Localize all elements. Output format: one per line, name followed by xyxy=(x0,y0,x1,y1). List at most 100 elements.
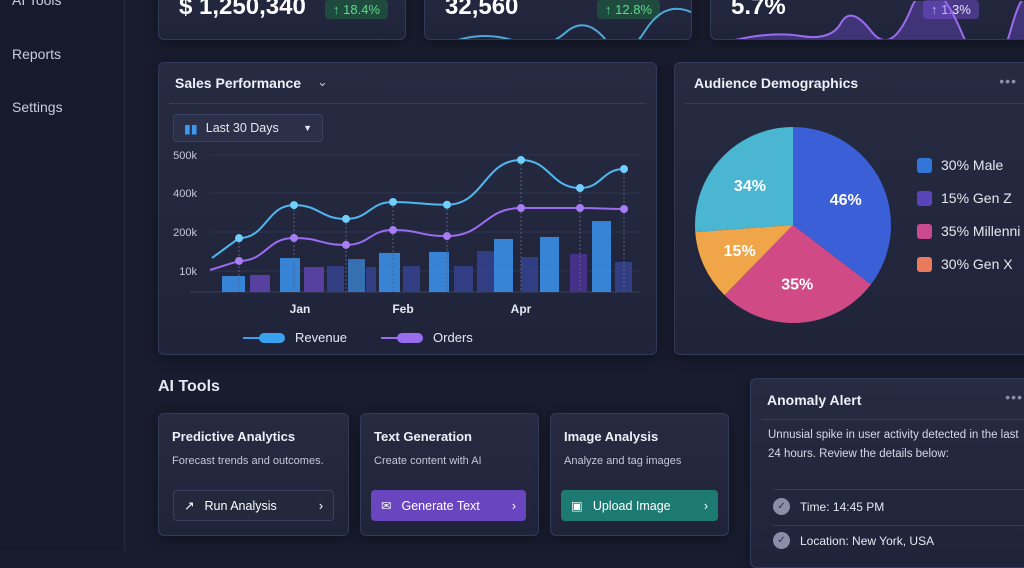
sparkline xyxy=(735,1,1024,39)
sales-chart: 500k 400k 200k 10k Jan Feb Apr xyxy=(173,150,640,316)
more-options-icon[interactable]: ••• xyxy=(1005,389,1023,405)
card-title: Audience Demographics xyxy=(694,75,859,91)
legend-item: 35% Millenni xyxy=(917,223,1020,239)
slice-label: 34% xyxy=(734,178,766,195)
data-point xyxy=(389,226,397,235)
run-analysis-button[interactable]: ↗ Run Analysis › xyxy=(173,490,334,521)
data-point xyxy=(517,204,525,213)
card-title: Sales Performance xyxy=(175,75,302,91)
caret-down-icon: ▼ xyxy=(303,123,312,133)
tool-card-predictive: Predictive Analytics Forecast trends and… xyxy=(158,413,349,536)
legend-item: 30% Gen X xyxy=(917,256,1013,272)
series-line-orders xyxy=(209,207,625,271)
trend-icon: ↗ xyxy=(184,499,195,513)
chart-legend: Revenue Orders xyxy=(243,330,473,345)
chevron-down-icon[interactable]: ⌄ xyxy=(317,74,328,89)
audience-demographics-card: Audience Demographics ••• 46% 35% 15% 34% 3… xyxy=(674,62,1024,355)
slice-label: 46% xyxy=(830,192,862,209)
data-point xyxy=(290,233,298,242)
tool-card-image: Image Analysis Analyze and tag images ▣ U… xyxy=(550,413,729,536)
bar xyxy=(348,259,365,292)
sidebar-item-reports[interactable]: Reports xyxy=(0,46,61,62)
check-icon: ✓ xyxy=(773,498,790,515)
sidebar-item-ai-tools[interactable]: AI Tools xyxy=(0,0,62,8)
x-tick-label: Jan xyxy=(290,302,311,316)
chevron-right-icon: › xyxy=(318,498,323,513)
chevron-right-icon: › xyxy=(703,498,708,513)
data-point xyxy=(620,204,628,213)
slice-label: 35% xyxy=(781,277,813,294)
data-point xyxy=(576,204,584,213)
arrow-up-icon: ↑ xyxy=(605,2,612,17)
bar xyxy=(222,276,245,292)
sparkline xyxy=(458,7,691,39)
kpi-card-revenue: $ 1,250,340 ↑ 18.4% xyxy=(158,0,406,40)
y-tick-label: 200k xyxy=(173,227,197,239)
x-tick-label: Apr xyxy=(511,302,532,316)
bar xyxy=(429,251,449,292)
data-point xyxy=(389,197,397,206)
data-point xyxy=(620,165,628,174)
pie-slice xyxy=(695,127,793,233)
mail-icon: ✉ xyxy=(381,499,392,513)
section-heading: AI Tools xyxy=(158,378,220,395)
bar xyxy=(304,267,324,292)
x-tick-label: Feb xyxy=(392,302,413,316)
check-icon: ✓ xyxy=(773,532,790,549)
detail-time: ✓ Time: 14:45 PM xyxy=(773,498,884,515)
bar xyxy=(280,258,300,292)
data-point xyxy=(443,232,451,241)
bar xyxy=(615,261,632,292)
bar xyxy=(366,267,376,292)
legend-orders-swatch xyxy=(381,332,424,343)
pie-slice xyxy=(793,127,891,285)
sidebar: AI Tools Reports Settings xyxy=(0,0,125,550)
pie-slice xyxy=(724,225,871,323)
arrow-up-icon: ↑ xyxy=(931,2,938,17)
monitor-icon: ▣ xyxy=(571,499,583,513)
y-tick-label: 10k xyxy=(179,266,197,278)
change-badge: ↑ 18.4% xyxy=(325,0,388,19)
data-point xyxy=(235,234,243,243)
data-point xyxy=(443,200,451,209)
data-point xyxy=(290,201,298,210)
detail-location: ✓ Location: New York, USA xyxy=(773,532,934,549)
y-tick-label: 400k xyxy=(173,188,197,200)
upload-image-button[interactable]: ▣ Upload Image › xyxy=(561,490,718,521)
bar xyxy=(570,253,587,292)
pie-slice xyxy=(695,225,793,296)
anomaly-alert-card: Anomaly Alert ••• Unnusial spike in user… xyxy=(750,378,1024,568)
more-options-icon[interactable]: ••• xyxy=(999,73,1017,89)
change-badge: ↑ 12.8% xyxy=(597,0,660,19)
kpi-card-rate: 5.7% ↑ 1.3% xyxy=(710,0,1024,40)
data-point xyxy=(342,240,350,249)
bar xyxy=(540,236,559,292)
bar xyxy=(454,266,473,292)
tool-card-text: Text Generation Create content with AI ✉… xyxy=(360,413,539,536)
bar-chart-icon: ▮▮ xyxy=(184,121,198,136)
bar xyxy=(494,238,513,292)
arrow-up-icon: ↑ xyxy=(333,2,340,17)
legend-swatch xyxy=(917,256,932,272)
legend-swatch xyxy=(917,190,932,206)
bar xyxy=(327,266,344,292)
slice-label: 15% xyxy=(724,243,756,260)
bar xyxy=(521,257,538,292)
chevron-right-icon: › xyxy=(511,498,516,513)
pie-chart: 46% 35% 15% 34% xyxy=(695,127,891,323)
bar xyxy=(250,274,270,292)
legend-item: 30% Male xyxy=(917,157,1003,173)
generate-text-button[interactable]: ✉ Generate Text › xyxy=(371,490,526,521)
data-point xyxy=(517,155,525,164)
bar xyxy=(379,252,400,292)
bar xyxy=(477,251,495,292)
data-point xyxy=(235,256,243,265)
sidebar-item-settings[interactable]: Settings xyxy=(0,99,63,115)
date-range-dropdown[interactable]: ▮▮ Last 30 Days ▼ xyxy=(173,114,323,142)
legend-revenue-swatch xyxy=(243,332,285,343)
data-point xyxy=(342,214,350,223)
data-point xyxy=(576,184,584,193)
kpi-card-users: 32,560 ↑ 12.8% xyxy=(424,0,692,40)
y-tick-label: 500k xyxy=(173,150,197,162)
legend-swatch xyxy=(917,223,932,239)
